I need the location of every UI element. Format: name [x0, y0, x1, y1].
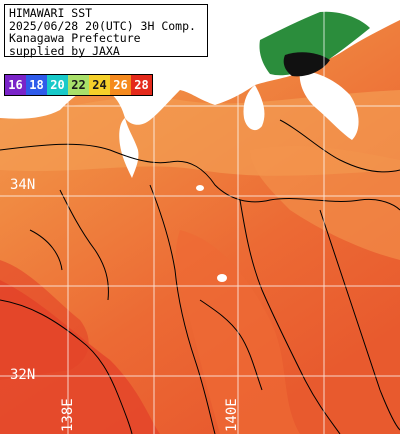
lon-label-138e: 138E — [60, 398, 76, 432]
data-credit: supplied by JAXA — [9, 43, 120, 58]
cool-water-east — [250, 145, 400, 260]
warm-water-west — [0, 260, 89, 380]
lat-label-34n: 34N — [10, 177, 36, 193]
lon-label-140e: 140E — [224, 398, 240, 432]
legend-swatch-16: 16 — [5, 75, 26, 95]
temperature-legend: 16 18 20 22 24 26 28 — [4, 74, 153, 96]
legend-swatch-22: 22 — [68, 75, 89, 95]
island-miyake — [217, 274, 227, 282]
legend-swatch-18: 18 — [26, 75, 47, 95]
product-title: HIMAWARI SST — [9, 6, 93, 20]
lat-label-32n: 32N — [10, 367, 36, 383]
timestamp: 2025/06/28 20(UTC) 3H Comp. — [9, 18, 196, 33]
legend-swatch-24: 24 — [89, 75, 110, 95]
info-box: HIMAWARI SST 2025/06/28 20(UTC) 3H Comp.… — [4, 4, 208, 57]
land-boso — [299, 70, 359, 140]
region-name: Kanagawa Prefecture — [9, 31, 141, 45]
legend-swatch-20: 20 — [47, 75, 68, 95]
island-oshima — [196, 185, 204, 191]
land-miura — [243, 85, 265, 131]
legend-swatch-28: 28 — [131, 75, 152, 95]
cloud-dark-core — [283, 52, 330, 77]
land-izu — [119, 118, 139, 178]
legend-swatch-26: 26 — [110, 75, 131, 95]
